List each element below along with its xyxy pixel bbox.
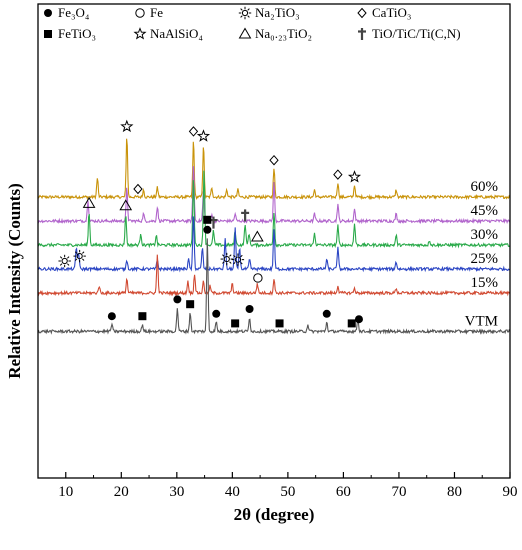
marker-open-star	[347, 170, 362, 183]
y-axis-title: Relative Intensity (Counts)	[5, 183, 24, 379]
marker-sun	[58, 254, 71, 268]
plot-frame	[37, 3, 511, 479]
legend-label: FeTiO₃	[58, 26, 96, 41]
marker-filled-square	[186, 300, 195, 309]
series-line-0	[37, 138, 511, 201]
legend-label: Na₂TiO₃	[255, 5, 300, 20]
legend-symbol-filled-square	[44, 30, 52, 38]
marker-sun	[231, 253, 245, 266]
marker-filled-circle	[203, 225, 212, 234]
legend-label: NaAlSiO₄	[150, 26, 203, 41]
series-line-5	[37, 238, 511, 335]
marker-filled-circle	[212, 309, 221, 318]
legend-symbol-open-diamond	[357, 7, 367, 19]
marker-open-star	[120, 119, 134, 133]
marker-open-triangle	[119, 199, 133, 211]
marker-filled-square	[231, 319, 240, 328]
series-layer: 60% 45% 30% 25% 15% VTM	[37, 138, 511, 335]
series-line-2	[37, 170, 511, 249]
series-line-1	[37, 166, 511, 225]
series-label: 45%	[471, 203, 499, 219]
legend-symbol-dagger	[358, 28, 366, 40]
x-tick-label: 50	[280, 484, 295, 500]
marker-filled-circle	[173, 295, 182, 304]
x-tick-label: 30	[169, 484, 184, 500]
marker-open-triangle	[250, 230, 264, 242]
marker-dagger	[241, 209, 250, 222]
x-axis-title: 2θ (degree)	[234, 505, 315, 524]
series-label: 30%	[471, 227, 499, 243]
marker-open-diamond	[269, 154, 279, 166]
legend-label: Fe	[150, 5, 163, 20]
marker-filled-square	[347, 319, 356, 328]
legend-label: Fe₃O₄	[58, 5, 90, 20]
legend-symbol-sun	[238, 6, 252, 20]
legend-label: CaTiO₃	[372, 5, 411, 20]
marker-open-circle	[253, 273, 263, 283]
marker-open-triangle	[82, 196, 96, 208]
legend-symbol-filled-circle	[44, 9, 52, 17]
x-tick-label: 70	[391, 484, 406, 500]
x-tick-label: 60	[336, 484, 351, 500]
series-line-4	[37, 254, 511, 297]
marker-filled-circle	[322, 309, 331, 318]
series-label: 15%	[471, 275, 499, 291]
legend-symbol-open-circle	[135, 8, 145, 18]
axes: 10 20 30 40 50 60 70 80 90	[37, 3, 518, 500]
marker-filled-square	[138, 312, 147, 321]
marker-filled-circle	[354, 315, 363, 324]
legend: Fe₃O₄ Fe Na₂TiO₃ CaTiO₃ FeTiO₃ NaAlSiO₄ Na₀.₂₃…	[44, 5, 461, 41]
marker-open-star	[196, 129, 211, 142]
legend-symbol-open-triangle	[238, 27, 252, 39]
x-tick-label: 10	[58, 484, 73, 500]
marker-filled-circle	[107, 312, 116, 321]
x-tick-label: 40	[225, 484, 240, 500]
marker-filled-square	[275, 319, 284, 328]
marker-filled-circle	[245, 305, 254, 313]
legend-symbol-open-star	[133, 27, 147, 40]
x-tick-label: 20	[114, 484, 129, 500]
series-line-3	[37, 216, 511, 273]
series-label: 60%	[471, 179, 499, 195]
x-tick-label: 90	[503, 484, 518, 500]
marker-open-diamond	[333, 169, 343, 180]
legend-label: TiO/TiC/Ti(C,N)	[372, 26, 461, 41]
marker-sun	[220, 252, 233, 266]
x-tick-label: 80	[447, 484, 462, 500]
marker-open-diamond	[188, 126, 199, 137]
legend-label: Na₀.₂₃TiO₂	[255, 26, 312, 41]
phase-markers	[58, 119, 363, 328]
marker-open-diamond	[133, 183, 143, 195]
marker-sun	[73, 249, 86, 263]
series-label: 25%	[471, 251, 499, 267]
series-label: VTM	[465, 313, 498, 329]
marker-filled-square	[203, 215, 212, 224]
